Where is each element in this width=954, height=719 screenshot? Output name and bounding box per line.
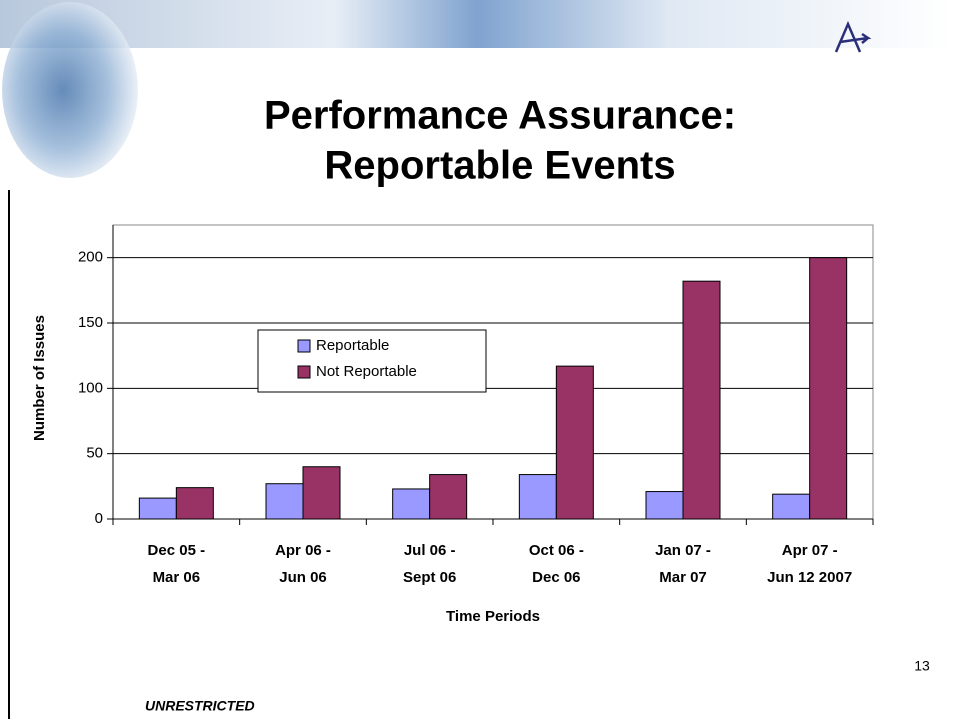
bar xyxy=(683,281,720,519)
x-tick-label: Mar 07 xyxy=(659,569,707,586)
legend-swatch xyxy=(298,366,310,378)
bar xyxy=(773,494,810,519)
x-tick-label: Jun 12 2007 xyxy=(767,569,852,586)
page-number: 13 xyxy=(914,658,930,674)
y-tick-label: 200 xyxy=(78,249,103,266)
y-tick-label: 100 xyxy=(78,379,103,396)
x-tick-label: Apr 06 - xyxy=(275,542,331,559)
x-tick-label: Jul 06 - xyxy=(404,542,456,559)
legend-swatch xyxy=(298,340,310,352)
globe-decoration xyxy=(2,2,138,178)
plot-area xyxy=(113,225,873,519)
bar xyxy=(393,489,430,519)
header-band xyxy=(0,0,954,48)
bar xyxy=(519,475,556,519)
bar xyxy=(556,366,593,519)
bar xyxy=(266,484,303,519)
slide: Performance Assurance: Reportable Events… xyxy=(0,0,954,719)
x-tick-label: Mar 06 xyxy=(153,569,201,586)
chart-title: Reportable Events xyxy=(324,144,675,188)
bar xyxy=(176,488,213,519)
x-tick-label: Apr 07 - xyxy=(782,542,838,559)
y-tick-label: 0 xyxy=(95,510,103,527)
chart-title: Performance Assurance: xyxy=(264,94,736,138)
bar xyxy=(646,492,683,519)
x-tick-label: Jan 07 - xyxy=(655,542,711,559)
y-tick-label: 50 xyxy=(86,445,103,462)
x-tick-label: Dec 06 xyxy=(532,569,580,586)
bar xyxy=(139,498,176,519)
bar xyxy=(303,467,340,519)
x-tick-label: Sept 06 xyxy=(403,569,456,586)
legend-label: Reportable xyxy=(316,337,389,354)
x-tick-label: Jun 06 xyxy=(279,569,327,586)
footer: UNRESTRICTED xyxy=(145,698,255,714)
bar xyxy=(810,258,847,519)
x-tick-label: Oct 06 - xyxy=(529,542,584,559)
bar xyxy=(430,475,467,519)
y-tick-label: 150 xyxy=(78,314,103,331)
x-axis-title: Time Periods xyxy=(446,608,540,625)
y-axis-title: Number of Issues xyxy=(31,315,48,441)
legend-label: Not Reportable xyxy=(316,363,417,380)
x-tick-label: Dec 05 - xyxy=(148,542,206,559)
